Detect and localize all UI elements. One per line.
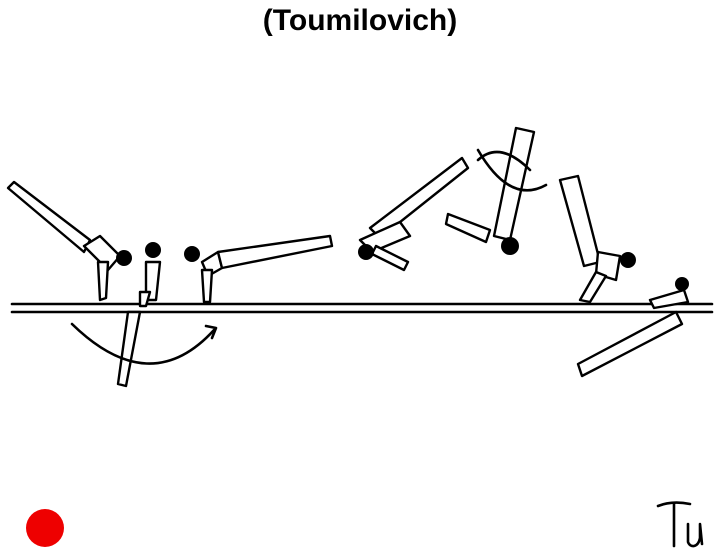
gymnast-figure-4-release (358, 156, 470, 272)
gymnast-figure-3 (184, 234, 334, 304)
red-circle-icon (26, 509, 64, 547)
gymnast-under-bar-swing (116, 310, 142, 388)
skill-title: (Toumilovich) (262, 4, 458, 37)
rotation-arrow (70, 322, 218, 365)
signature-icon (656, 501, 704, 548)
gymnast-figure-1 (6, 180, 132, 302)
gymnast-figure-6-descent (558, 174, 636, 304)
gymnast-figure-5-flight (444, 126, 548, 255)
gymnast-figure-2 (138, 242, 162, 308)
parallel-bars (10, 302, 714, 314)
gymnast-figure-7-regrasp (576, 277, 690, 378)
